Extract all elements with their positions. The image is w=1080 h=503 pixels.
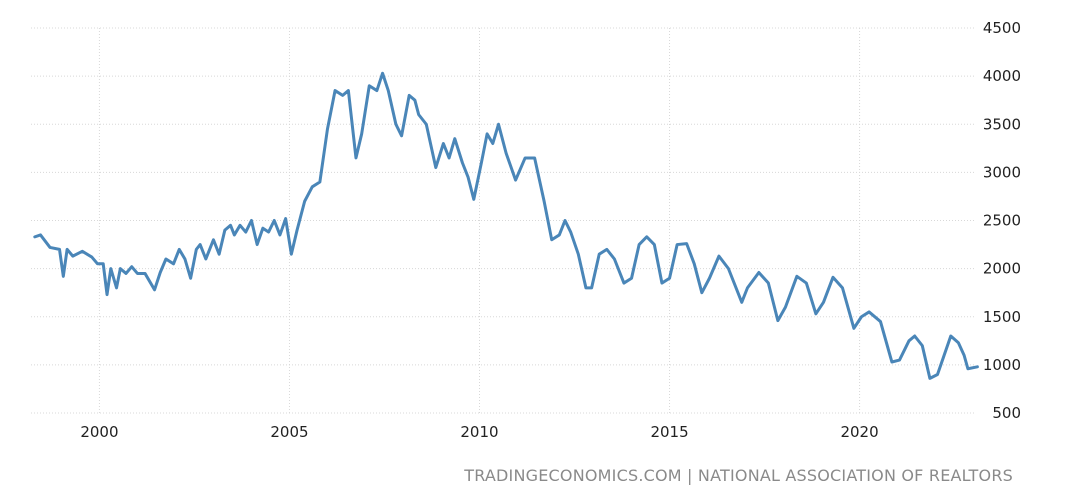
x-tick-label: 2010	[460, 423, 498, 441]
x-tick-label: 2000	[80, 423, 118, 441]
data-line	[33, 71, 979, 380]
y-tick-label: 1000	[983, 356, 1021, 374]
y-tick-label: 3000	[983, 163, 1021, 181]
source-note: TRADINGECONOMICS.COM | NATIONAL ASSOCIAT…	[463, 466, 1013, 485]
x-tick-label: 2005	[270, 423, 308, 441]
y-tick-label: 500	[992, 404, 1021, 422]
y-tick-label: 2500	[983, 212, 1021, 230]
y-tick-label: 3500	[983, 115, 1021, 133]
y-tick-label: 2000	[983, 260, 1021, 278]
y-tick-label: 1500	[983, 308, 1021, 326]
x-tick-label: 2020	[840, 423, 878, 441]
y-tick-label: 4000	[983, 67, 1021, 85]
x-tick-label: 2015	[650, 423, 688, 441]
y-tick-label: 4500	[983, 19, 1021, 37]
